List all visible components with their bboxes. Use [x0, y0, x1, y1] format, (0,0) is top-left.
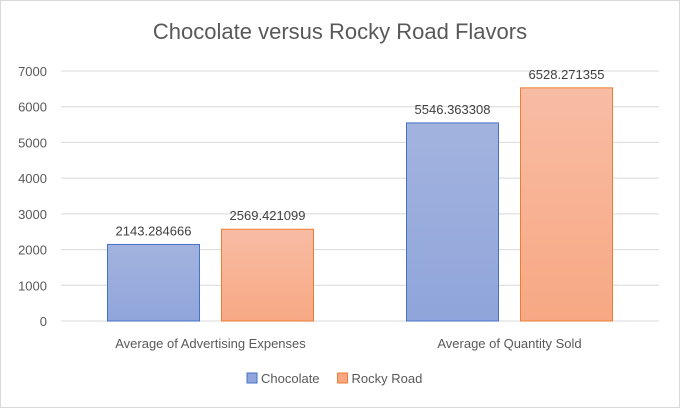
chart-title: Chocolate versus Rocky Road Flavors [153, 19, 527, 44]
y-tick-label: 0 [40, 314, 47, 329]
y-tick-label: 1000 [18, 278, 47, 293]
bar-rocky-road [221, 228, 314, 322]
data-label: 5546.363308 [415, 102, 491, 117]
y-tick-label: 2000 [18, 243, 47, 258]
bar-rocky-road [520, 87, 613, 322]
data-label: 2569.421099 [230, 208, 306, 223]
legend-swatch [246, 372, 258, 384]
data-label: 2143.284666 [116, 223, 192, 238]
bar-chocolate [406, 122, 499, 322]
legend-label: Chocolate [261, 371, 320, 386]
legend-label: Rocky Road [352, 371, 423, 386]
y-tick-label: 6000 [18, 100, 47, 115]
y-tick-label: 3000 [18, 207, 47, 222]
data-label: 6528.271355 [529, 67, 605, 82]
x-category-label: Average of Quantity Sold [437, 336, 581, 351]
y-tick-label: 5000 [18, 135, 47, 150]
x-category-label: Average of Advertising Expenses [115, 336, 306, 351]
y-tick-label: 4000 [18, 171, 47, 186]
legend-swatch [337, 372, 349, 384]
y-tick-label: 7000 [18, 64, 47, 79]
bar-chocolate [107, 243, 200, 322]
